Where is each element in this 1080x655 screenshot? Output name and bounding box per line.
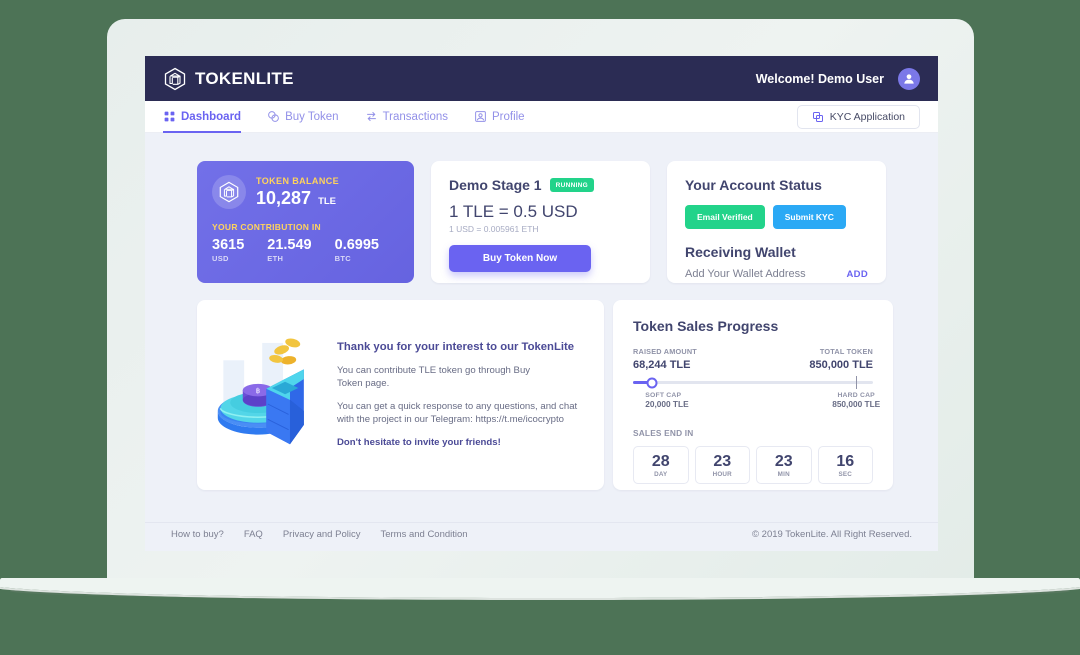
svg-text:฿: ฿ <box>256 387 261 395</box>
